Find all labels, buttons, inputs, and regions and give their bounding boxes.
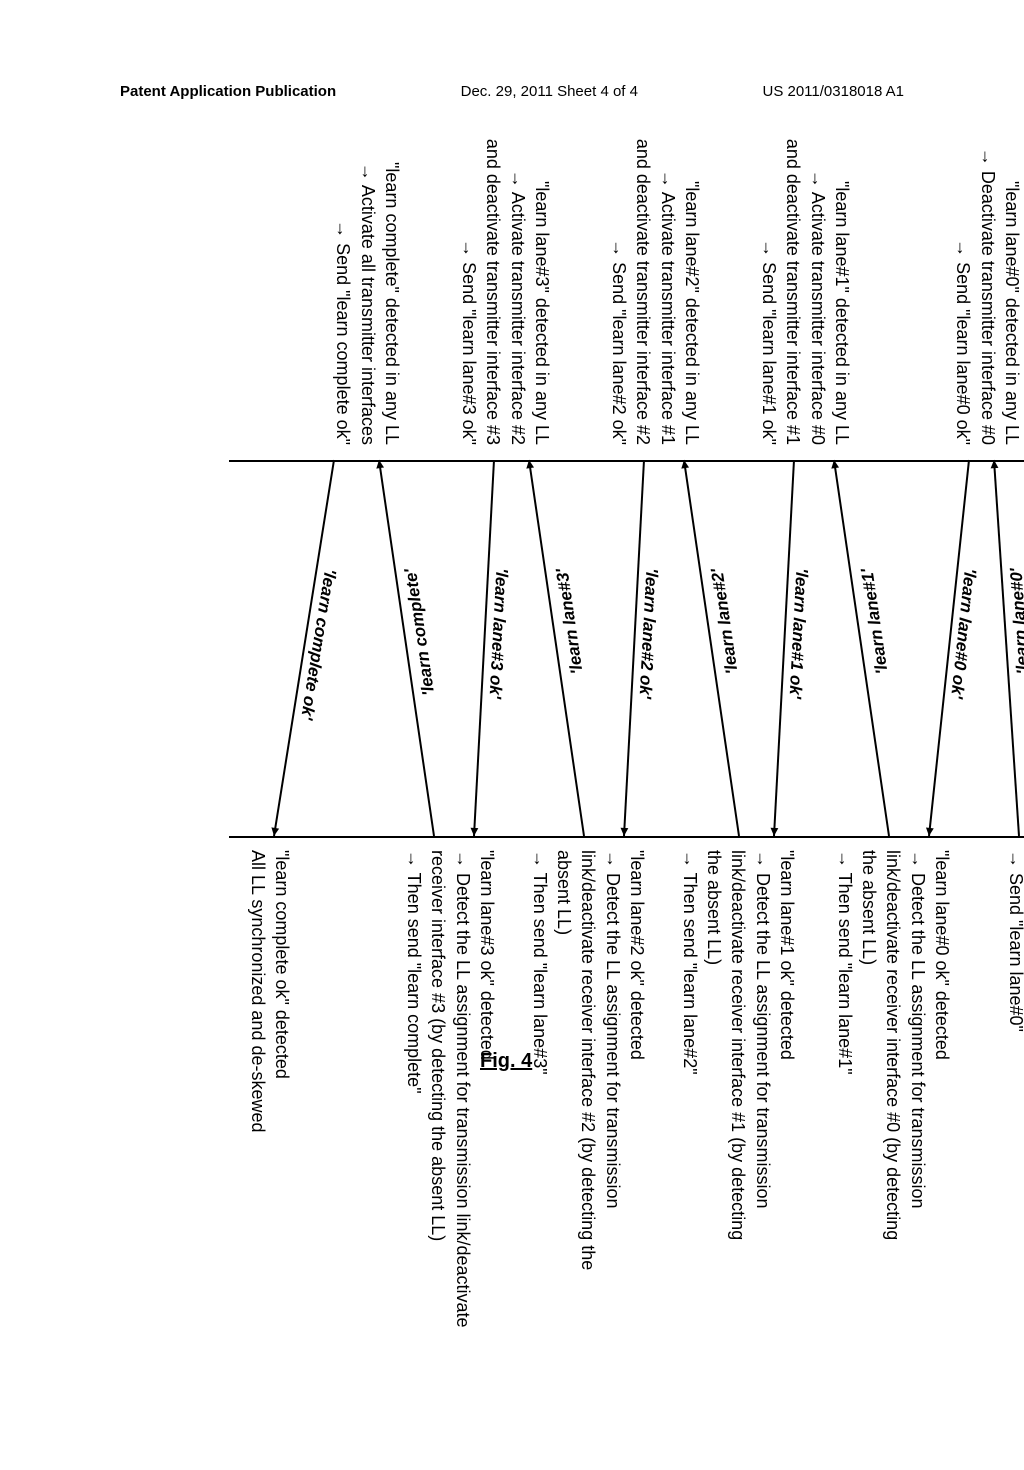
text: → Send "learn lane#2 ok" (607, 0, 631, 445)
text: → Detect the LL assignment for transmiss… (450, 850, 474, 1410)
text: → Then send "learn lane#3" (528, 850, 552, 1410)
text: and deactivate transmitter interface #1 (781, 0, 805, 445)
text: link/deactivate receiver interface #0 (b… (881, 850, 905, 1410)
left-step-4: "learn complete" detected in any LL → Ac… (331, 0, 404, 445)
text: → Detect the LL assignment for transmiss… (750, 850, 774, 1410)
text: "learn lane#0" detected in any LL (1000, 0, 1024, 445)
text: link/deactivate receiver interface #2 (b… (576, 850, 600, 1410)
left-step-0: "learn lane#0" detected in any LL → Deac… (951, 0, 1024, 445)
sequence-diagram: 'learn lane#0''learn lane#0 ok''learn la… (179, 140, 1024, 1164)
text: → Deactivate transmitter interface #0 (975, 0, 999, 445)
text: → Then send "learn lane#1" (833, 850, 857, 1410)
text: → Activate all transmitter interfaces (355, 0, 379, 445)
text: "learn lane#0 ok" detected (930, 850, 954, 1410)
text: link/deactivate receiver interface #1 (b… (726, 850, 750, 1410)
text: → Detect the LL assignment for transmiss… (905, 850, 929, 1410)
right-step-1: "learn lane#0 ok" detected → Detect the … (833, 850, 954, 1410)
text: "learn lane#1 ok" detected (775, 850, 799, 1410)
text: and deactivate transmitter interface #2 (631, 0, 655, 445)
text: → Activate transmitter interface #2 (505, 0, 529, 445)
figure-caption: Fig. 4 (480, 1050, 532, 1073)
right-step-5: "learn complete ok" detected All LL sync… (245, 850, 294, 1410)
right-step-0: All LL synchronized and de-skewed → Send… (1003, 850, 1024, 1410)
text: → Send "learn lane#0 ok" (951, 0, 975, 445)
text: → Then send "learn lane#2" (678, 850, 702, 1410)
text: "learn lane#2" detected in any LL (680, 0, 704, 445)
text: the absent LL) (857, 850, 881, 1410)
text: "learn lane#2 ok" detected (625, 850, 649, 1410)
text: "learn lane#3 ok" detected (475, 850, 499, 1410)
text: → Activate transmitter interface #0 (805, 0, 829, 445)
text: "learn complete" detected in any LL (380, 0, 404, 445)
text: "learn lane#3" detected in any LL (530, 0, 554, 445)
right-step-4: "learn lane#3 ok" detected → Detect the … (402, 850, 499, 1410)
text: → Then send "learn complete" (402, 850, 426, 1410)
text: and deactivate transmitter interface #3 (481, 0, 505, 445)
left-step-3: "learn lane#3" detected in any LL → Acti… (457, 0, 554, 445)
text: "learn lane#1" detected in any LL (830, 0, 854, 445)
text: → Activate transmitter interface #1 (655, 0, 679, 445)
text: → Send "learn lane#1 ok" (757, 0, 781, 445)
text: All LL synchronized and de-skewed (245, 850, 269, 1410)
text: the absent LL) (702, 850, 726, 1410)
left-step-1: "learn lane#1" detected in any LL → Acti… (757, 0, 854, 445)
text: "learn complete ok" detected (270, 850, 294, 1410)
right-step-3: "learn lane#2 ok" detected → Detect the … (528, 850, 649, 1410)
text: receiver interface #3 (by detecting the … (426, 850, 450, 1410)
text: → Detect the LL assignment for transmiss… (600, 850, 624, 1410)
text: absent LL) (552, 850, 576, 1410)
text: → Send "learn lane#3 ok" (457, 0, 481, 445)
right-step-2: "learn lane#1 ok" detected → Detect the … (678, 850, 799, 1410)
text: → Send "learn complete ok" (331, 0, 355, 445)
left-step-2: "learn lane#2" detected in any LL → Acti… (607, 0, 704, 445)
text: → Send "learn lane#0" (1003, 850, 1024, 1410)
